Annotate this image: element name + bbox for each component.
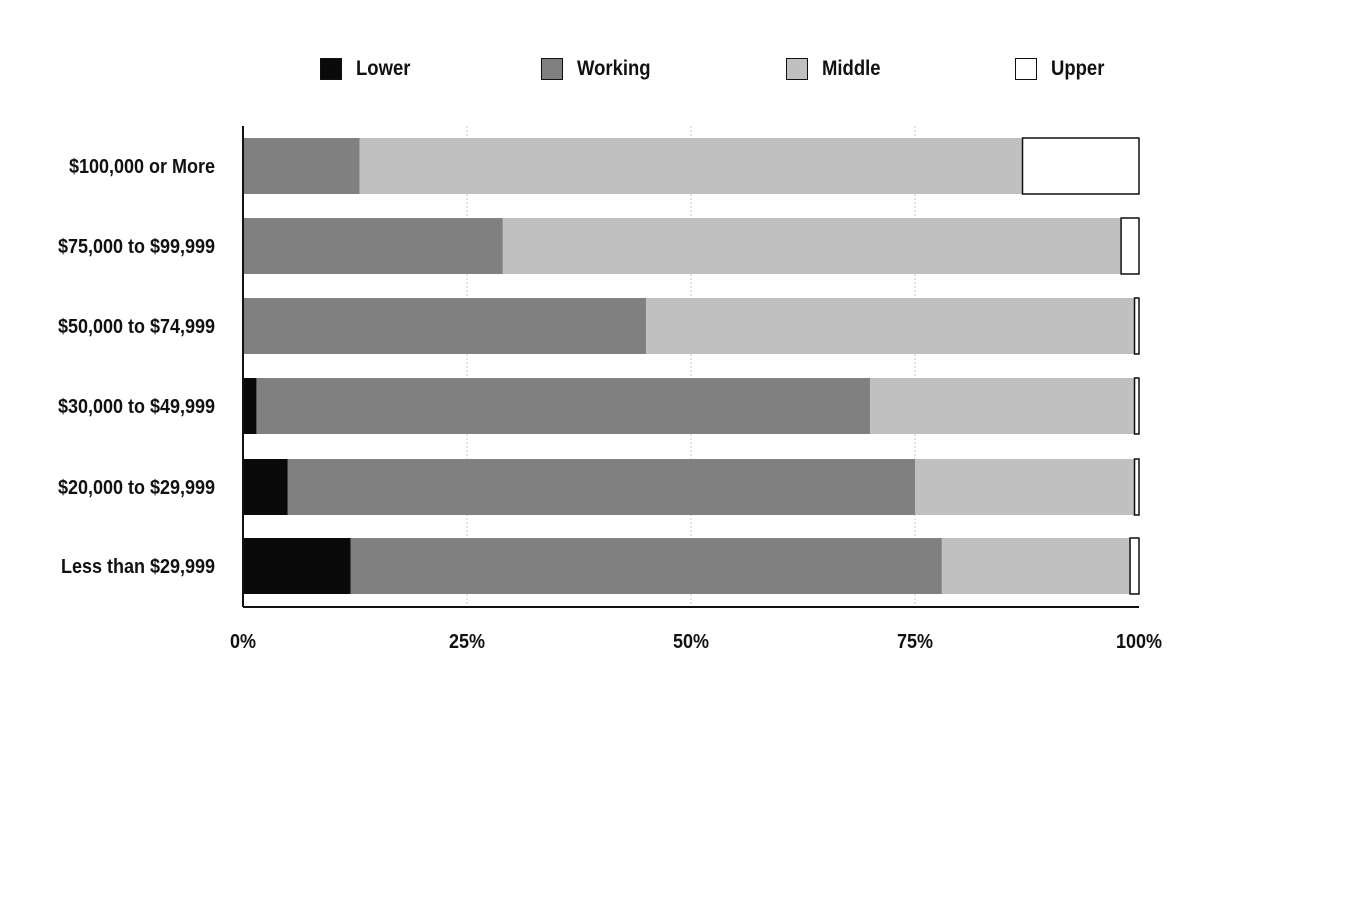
y-tick-label-20-000-to-29-999: $20,000 to $29,999 xyxy=(58,477,215,499)
y-tick-label-less-than-29-999: Less than $29,999 xyxy=(61,556,215,578)
legend-item-working: Working xyxy=(541,54,661,84)
legend-label-upper: Upper xyxy=(1051,57,1105,80)
bar-upper-30-000-to-49-999 xyxy=(1133,377,1140,435)
bar-working-50-000-to-74-999 xyxy=(243,298,647,354)
bar-middle-20-000-to-29-999 xyxy=(915,459,1135,515)
x-tick-label-25: 25% xyxy=(449,631,485,653)
y-tick-label-30-000-to-49-999: $30,000 to $49,999 xyxy=(58,396,215,418)
y-tick-label-50-000-to-74-999: $50,000 to $74,999 xyxy=(58,316,215,338)
bar-working-less-than-29-999 xyxy=(350,538,942,594)
bar-working-75-000-to-99-999 xyxy=(243,218,503,274)
legend-label-middle: Middle xyxy=(822,57,881,80)
legend-item-middle: Middle xyxy=(786,54,889,84)
bar-working-30-000-to-49-999 xyxy=(256,378,871,434)
legend-swatch-upper xyxy=(1015,58,1037,80)
bar-working-100-000-or-more xyxy=(243,138,360,194)
x-tick-label-50: 50% xyxy=(673,631,709,653)
x-tick-label-75: 75% xyxy=(897,631,933,653)
bar-lower-20-000-to-29-999 xyxy=(243,459,288,515)
legend-item-lower: Lower xyxy=(320,54,418,84)
bar-lower-less-than-29-999 xyxy=(243,538,351,594)
bar-working-20-000-to-29-999 xyxy=(287,459,915,515)
bar-upper-less-than-29-999 xyxy=(1129,537,1140,595)
legend: Lower Working Middle Upper xyxy=(320,54,1120,84)
bar-middle-less-than-29-999 xyxy=(941,538,1131,594)
bar-upper-50-000-to-74-999 xyxy=(1133,297,1140,355)
legend-swatch-middle xyxy=(786,58,808,80)
y-tick-label-75-000-to-99-999: $75,000 to $99,999 xyxy=(58,236,215,258)
bar-lower-30-000-to-49-999 xyxy=(243,378,257,434)
legend-swatch-working xyxy=(541,58,563,80)
legend-label-working: Working xyxy=(577,57,651,80)
y-tick-label-100-000-or-more: $100,000 or More xyxy=(69,156,215,178)
bar-upper-75-000-to-99-999 xyxy=(1120,217,1140,275)
x-tick-label-0: 0% xyxy=(230,631,256,653)
bar-upper-100-000-or-more xyxy=(1021,137,1140,195)
legend-swatch-lower xyxy=(320,58,342,80)
bar-middle-30-000-to-49-999 xyxy=(870,378,1135,434)
bar-middle-50-000-to-74-999 xyxy=(646,298,1135,354)
legend-item-upper: Upper xyxy=(1015,54,1112,84)
legend-label-lower: Lower xyxy=(356,57,411,80)
x-tick-label-100: 100% xyxy=(1116,631,1162,653)
bar-middle-75-000-to-99-999 xyxy=(502,218,1122,274)
bar-upper-20-000-to-29-999 xyxy=(1133,458,1140,516)
bar-middle-100-000-or-more xyxy=(359,138,1023,194)
